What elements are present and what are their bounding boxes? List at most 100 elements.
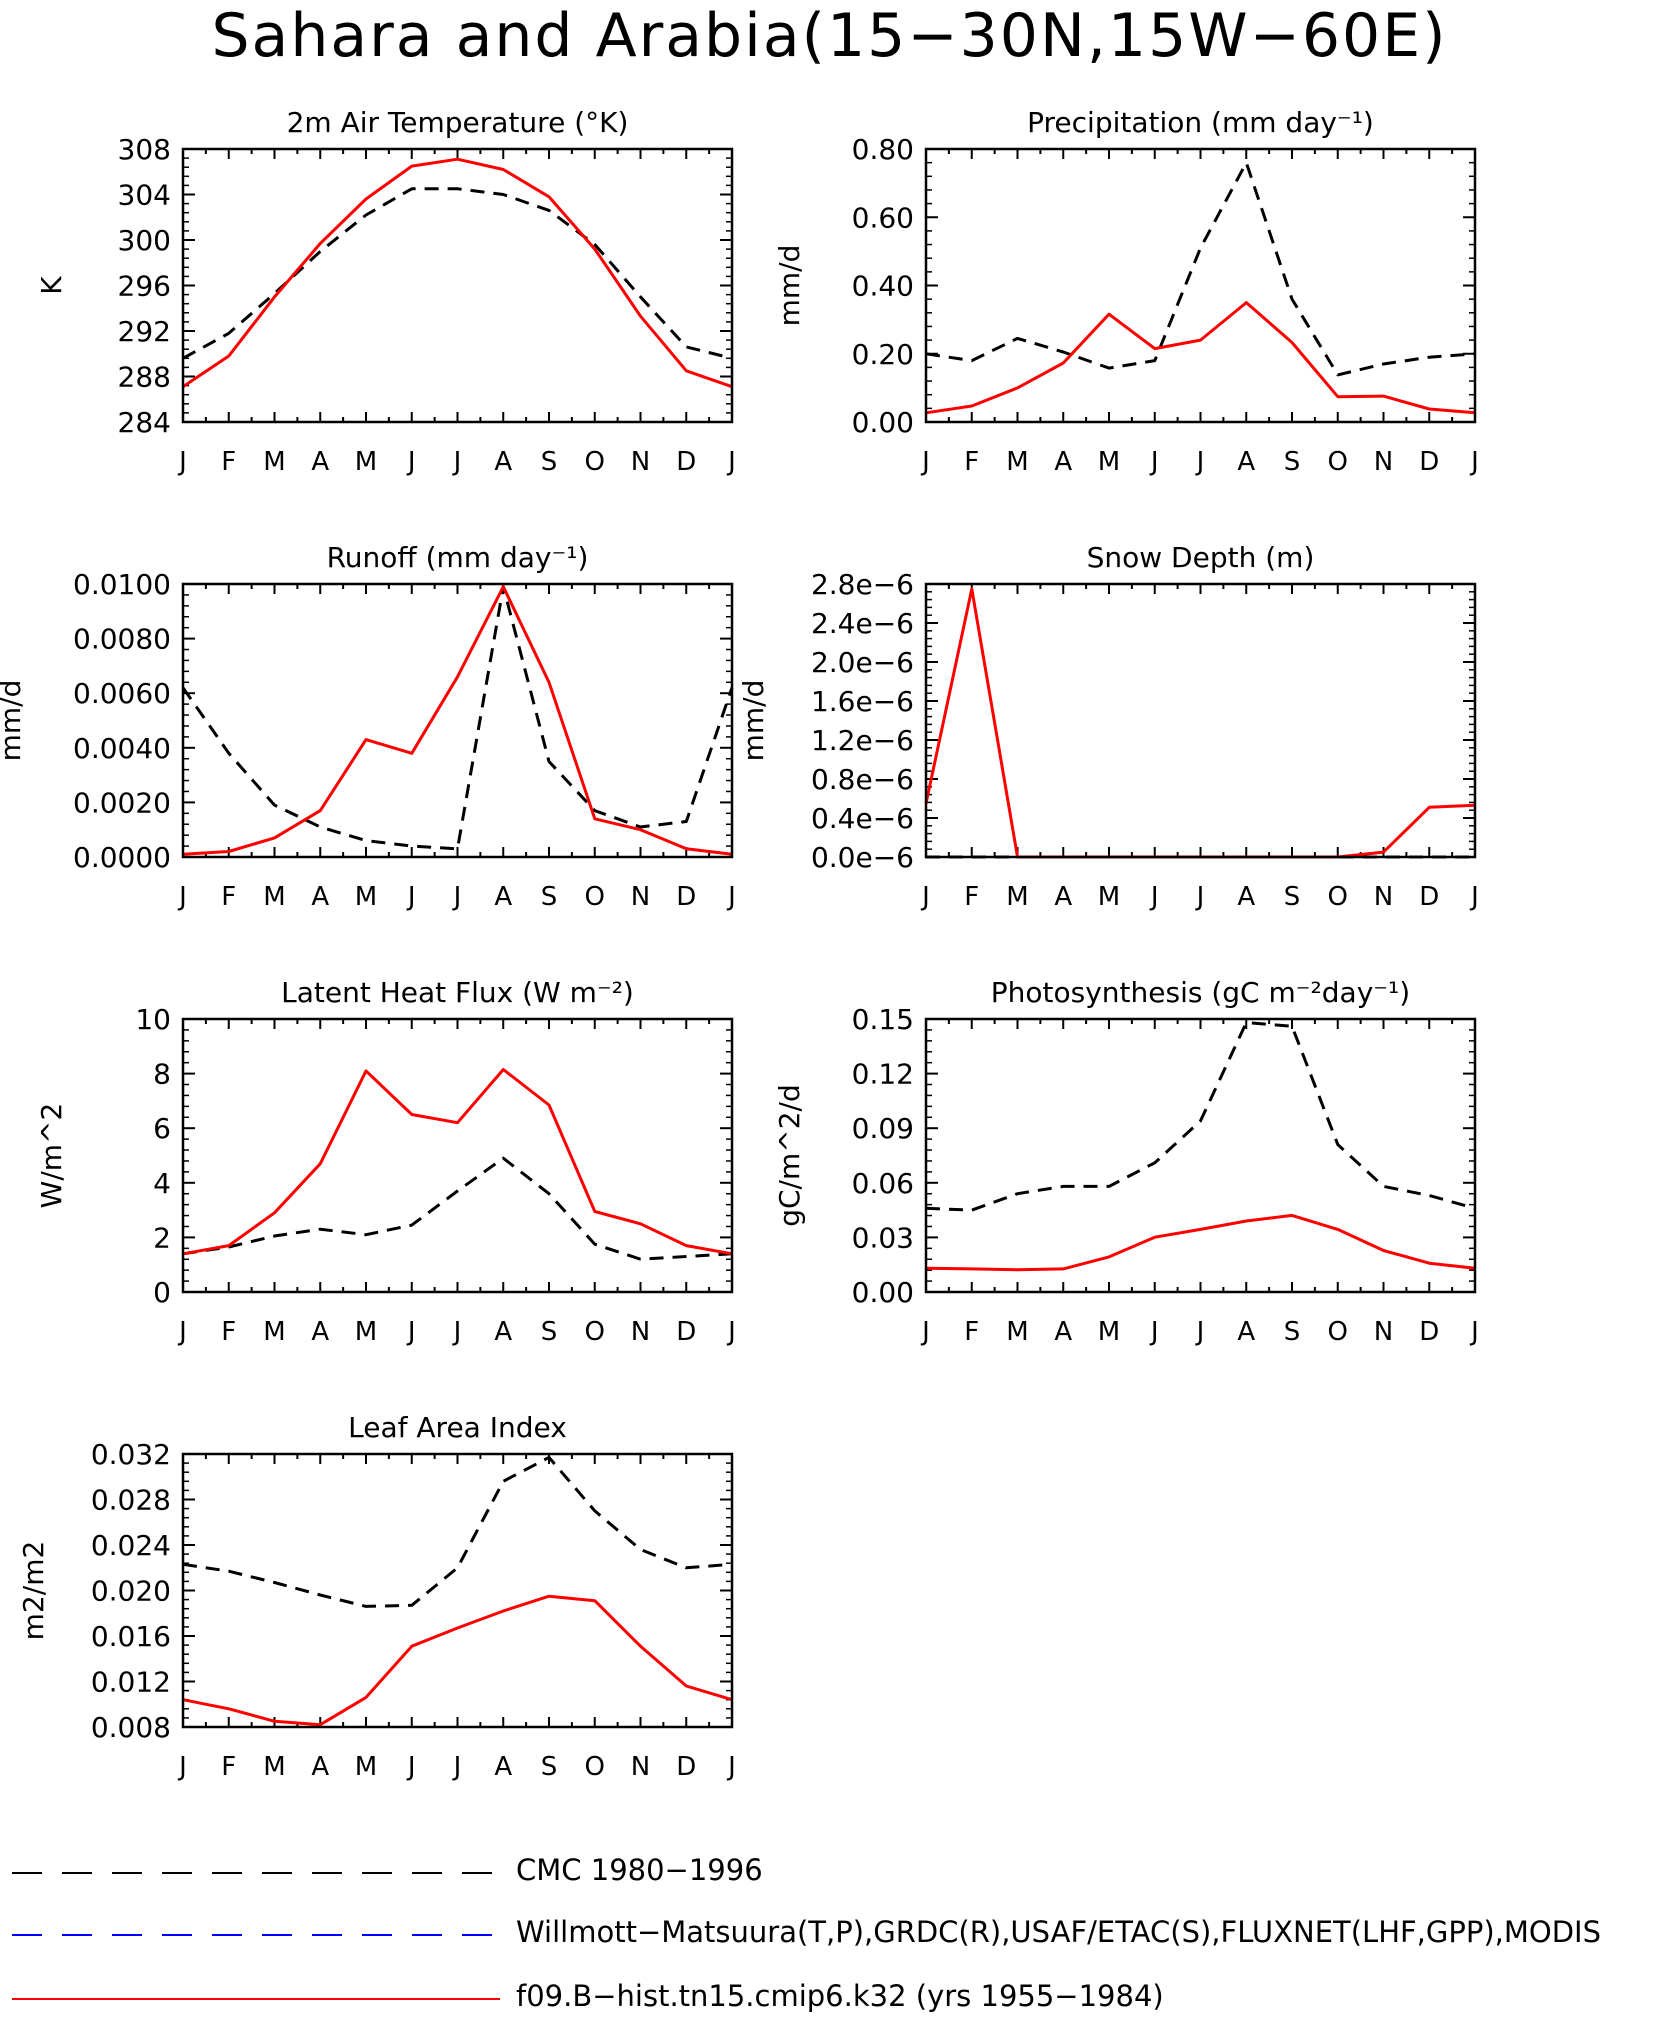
x-tick-label: A bbox=[494, 1317, 512, 1347]
x-tick-label: N bbox=[631, 1752, 650, 1782]
y-tick-label: 0.0020 bbox=[73, 786, 171, 819]
y-tick-label: 284 bbox=[118, 406, 171, 439]
x-tick-label: J bbox=[1149, 1317, 1159, 1347]
x-tick-label: O bbox=[1328, 447, 1348, 477]
x-tick-label: F bbox=[964, 447, 979, 477]
x-tick-label: S bbox=[1284, 882, 1301, 912]
x-tick-label: J bbox=[177, 1752, 187, 1782]
y-tick-label: 0.4e−6 bbox=[811, 802, 914, 835]
y-tick-label: 0.80 bbox=[852, 133, 914, 166]
legend-lines bbox=[12, 1872, 500, 2000]
x-tick-label: J bbox=[726, 1317, 736, 1347]
x-tick-label: M bbox=[1006, 1317, 1028, 1347]
x-tick-label: S bbox=[1284, 447, 1301, 477]
x-tick-label: N bbox=[1374, 447, 1393, 477]
model-series-line bbox=[182, 585, 733, 856]
chart-panel-6: J F M A M J J A S O N D J0.000.030.060.090.120.15Pho… bbox=[773, 976, 1479, 1347]
panel-title: Latent Heat Flux (W m⁻²) bbox=[281, 976, 634, 1009]
plot-frame bbox=[924, 147, 1477, 424]
x-tick-label: F bbox=[964, 882, 979, 912]
x-tick-label: J bbox=[1469, 882, 1479, 912]
x-tick-label: J bbox=[452, 1752, 462, 1782]
chart-panel-3: J F M A M J J A S O N D J0.00000.00200.00400.00600.0… bbox=[0, 541, 736, 912]
x-tick-label: J bbox=[177, 882, 187, 912]
x-tick-label: A bbox=[311, 447, 329, 477]
panel-title: Photosynthesis (gC m⁻²day⁻¹) bbox=[991, 976, 1410, 1009]
cmc-series-line bbox=[182, 1156, 733, 1261]
x-tick-label: J bbox=[1469, 1317, 1479, 1347]
x-tick-label: N bbox=[631, 1317, 650, 1347]
model-series-line bbox=[925, 301, 1476, 415]
panel-title: Snow Depth (m) bbox=[1087, 541, 1315, 574]
x-tick-label: A bbox=[1237, 1317, 1255, 1347]
plot-frame bbox=[181, 147, 734, 424]
cmc-series-line bbox=[182, 1455, 733, 1608]
x-tick-label: M bbox=[263, 1317, 285, 1347]
figure-title: Sahara and Arabia(15−30N,15W−60E) bbox=[211, 1, 1448, 71]
y-tick-label: 0.06 bbox=[852, 1167, 914, 1200]
x-tick-label: M bbox=[1098, 447, 1120, 477]
y-tick-label: 304 bbox=[118, 179, 171, 212]
y-tick-label: 0.03 bbox=[852, 1221, 914, 1254]
y-tick-label: 0.0e−6 bbox=[811, 841, 914, 874]
y-tick-label: 0 bbox=[153, 1276, 171, 1309]
x-tick-label: F bbox=[221, 882, 236, 912]
x-tick-label: J bbox=[406, 882, 416, 912]
y-tick-label: 10 bbox=[135, 1003, 171, 1036]
y-tick-label: 0.00 bbox=[852, 1276, 914, 1309]
x-tick-label: J bbox=[1195, 882, 1205, 912]
x-tick-label: A bbox=[1237, 882, 1255, 912]
y-axis-label: gC/m^2/d bbox=[773, 1084, 806, 1227]
x-tick-label: A bbox=[494, 882, 512, 912]
y-tick-label: 2.0e−6 bbox=[811, 646, 914, 679]
y-axis-label: K bbox=[35, 276, 68, 295]
x-tick-label: A bbox=[311, 882, 329, 912]
y-axis-label: m2/m2 bbox=[17, 1541, 50, 1641]
x-tick-label: J bbox=[177, 1317, 187, 1347]
x-tick-label: O bbox=[585, 882, 605, 912]
x-tick-label: A bbox=[1054, 882, 1072, 912]
x-tick-label: J bbox=[1469, 447, 1479, 477]
cmc-series-line bbox=[925, 161, 1476, 377]
x-tick-label: A bbox=[1054, 1317, 1072, 1347]
legend-label-1: CMC 1980−1996 bbox=[516, 1853, 763, 1887]
x-tick-label: A bbox=[494, 1752, 512, 1782]
model-series-line bbox=[182, 157, 733, 389]
y-tick-label: 2.4e−6 bbox=[811, 607, 914, 640]
y-tick-label: 0.028 bbox=[91, 1484, 171, 1517]
x-tick-label: F bbox=[221, 447, 236, 477]
x-tick-label: M bbox=[1098, 882, 1120, 912]
y-tick-label: 0.60 bbox=[852, 201, 914, 234]
y-tick-label: 6 bbox=[153, 1112, 171, 1145]
panel-title: Runoff (mm day⁻¹) bbox=[327, 541, 589, 574]
x-tick-label: J bbox=[452, 447, 462, 477]
x-tick-label: N bbox=[631, 882, 650, 912]
x-tick-label: O bbox=[585, 1752, 605, 1782]
y-tick-label: 0.8e−6 bbox=[811, 763, 914, 796]
x-tick-label: J bbox=[920, 447, 930, 477]
x-tick-label: D bbox=[676, 447, 696, 477]
chart-panel-4: J F M A M J J A S O N D J0.0e−60.4e−60.8e−61.2e−61.6… bbox=[737, 541, 1479, 912]
x-tick-label: N bbox=[1374, 1317, 1393, 1347]
x-tick-label: M bbox=[263, 447, 285, 477]
x-tick-label: A bbox=[311, 1752, 329, 1782]
x-tick-label: A bbox=[311, 1317, 329, 1347]
y-tick-label: 300 bbox=[118, 224, 171, 257]
y-tick-label: 8 bbox=[153, 1058, 171, 1091]
x-tick-label: M bbox=[355, 1752, 377, 1782]
y-tick-label: 0.00 bbox=[852, 406, 914, 439]
x-tick-label: J bbox=[406, 1317, 416, 1347]
y-tick-label: 288 bbox=[118, 361, 171, 394]
x-tick-label: D bbox=[1419, 447, 1439, 477]
y-tick-label: 0.12 bbox=[852, 1058, 914, 1091]
y-tick-label: 0.008 bbox=[91, 1711, 171, 1744]
plot-frame bbox=[181, 1017, 734, 1294]
y-tick-label: 292 bbox=[118, 315, 171, 348]
plot-frame bbox=[924, 1017, 1477, 1294]
panel-title: Precipitation (mm day⁻¹) bbox=[1027, 106, 1374, 139]
y-axis-label: mm/d bbox=[737, 680, 770, 762]
y-tick-label: 0.09 bbox=[852, 1112, 914, 1145]
y-tick-label: 0.012 bbox=[91, 1666, 171, 1699]
